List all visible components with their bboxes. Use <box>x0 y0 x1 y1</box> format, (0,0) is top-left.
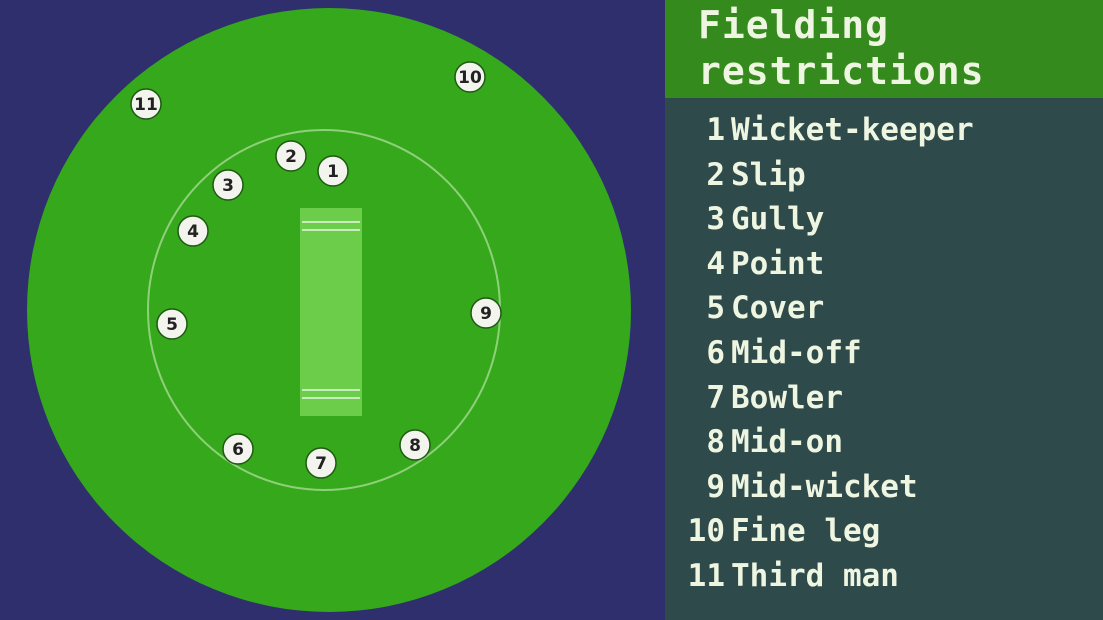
fielder-marker-10: 10 <box>454 61 486 93</box>
legend-item-label: Fine leg <box>731 513 881 550</box>
fielder-marker-7: 7 <box>305 447 337 479</box>
fielder-marker-circle <box>454 61 486 93</box>
legend-item-number: 3 <box>706 201 725 238</box>
legend-item-number: 10 <box>687 513 725 550</box>
fielder-markers: 1 2 3 4 5 6 7 8 9 10 11 <box>130 61 502 479</box>
legend-item-label: Mid-off <box>731 335 862 371</box>
fielder-marker-label: 8 <box>409 436 421 456</box>
panel-title: Fielding restrictions <box>698 2 985 94</box>
fielder-marker-label: 2 <box>285 147 297 167</box>
title-line-2: restrictions <box>698 49 985 93</box>
legend-item-label: Point <box>731 245 825 282</box>
pitch <box>300 208 362 416</box>
legend-item-number: 9 <box>706 468 725 505</box>
legend-item-number: 6 <box>706 335 725 371</box>
fielder-marker-8: 8 <box>399 429 431 461</box>
fielder-marker-4: 4 <box>177 215 209 247</box>
fielder-marker-label: 1 <box>327 162 339 182</box>
fielder-marker-label: 6 <box>232 440 244 460</box>
fielder-marker-label: 11 <box>134 95 158 115</box>
fielder-marker-1: 1 <box>317 155 349 187</box>
legend-item: 4 Point <box>665 242 1103 286</box>
legend-item: 3 Gully <box>665 197 1103 241</box>
legend-item: 10 Fine leg <box>665 509 1103 553</box>
fielder-marker-circle <box>212 169 244 201</box>
legend-item-number: 4 <box>706 245 725 282</box>
legend-item-label: Cover <box>731 290 825 327</box>
cricket-field-diagram: 1 2 3 4 5 6 7 8 9 10 11 <box>27 8 631 612</box>
legend-item: 7 Bowler <box>665 376 1103 420</box>
legend-item-number: 1 <box>706 112 725 148</box>
legend-item-number: 11 <box>687 558 725 594</box>
fielder-marker-circle <box>177 215 209 247</box>
legend-item-label: Third man <box>731 558 899 594</box>
title-line-1: Fielding <box>698 3 890 47</box>
legend-item: 11 Third man <box>665 554 1103 598</box>
legend-item: 6 Mid-off <box>665 331 1103 375</box>
legend-item-label: Mid-on <box>731 424 843 461</box>
fielder-marker-label: 4 <box>187 222 199 242</box>
legend-item-label: Gully <box>731 201 825 238</box>
legend-item: 8 Mid-on <box>665 420 1103 464</box>
fielder-marker-label: 10 <box>458 68 482 88</box>
fielder-marker-6: 6 <box>222 433 254 465</box>
fielder-marker-circle <box>305 447 337 479</box>
fielder-marker-11: 11 <box>130 88 162 120</box>
legend-item-label: Slip <box>731 156 806 193</box>
legend-item: 1 Wicket-keeper <box>665 108 1103 152</box>
legend-item-number: 5 <box>706 290 725 327</box>
fielder-marker-circle <box>275 140 307 172</box>
fielder-marker-label: 5 <box>166 315 178 335</box>
panel-header: Fielding restrictions <box>665 0 1103 98</box>
fielder-marker-circle <box>470 297 502 329</box>
fielder-marker-3: 3 <box>212 169 244 201</box>
fielder-marker-label: 9 <box>480 304 492 324</box>
fielder-marker-circle <box>156 308 188 340</box>
fielder-marker-circle <box>399 429 431 461</box>
legend-item: 5 Cover <box>665 286 1103 330</box>
legend-item: 9 Mid-wicket <box>665 465 1103 509</box>
legend-item-label: Bowler <box>731 379 843 416</box>
fielder-marker-9: 9 <box>470 297 502 329</box>
legend-panel: Fielding restrictions 1 Wicket-keeper 2 Sli… <box>665 0 1103 620</box>
fielder-marker-5: 5 <box>156 308 188 340</box>
fielder-marker-2: 2 <box>275 140 307 172</box>
fielder-marker-circle <box>222 433 254 465</box>
fielder-marker-circle <box>130 88 162 120</box>
fielder-marker-label: 3 <box>222 176 234 196</box>
fielder-marker-label: 7 <box>315 454 327 474</box>
legend-item-number: 7 <box>706 379 725 416</box>
legend-item: 2 Slip <box>665 153 1103 197</box>
fielder-marker-circle <box>317 155 349 187</box>
legend-item-number: 2 <box>706 156 725 193</box>
legend-item-label: Mid-wicket <box>731 468 918 505</box>
legend-item-label: Wicket-keeper <box>731 112 974 148</box>
legend-item-number: 8 <box>706 424 725 461</box>
